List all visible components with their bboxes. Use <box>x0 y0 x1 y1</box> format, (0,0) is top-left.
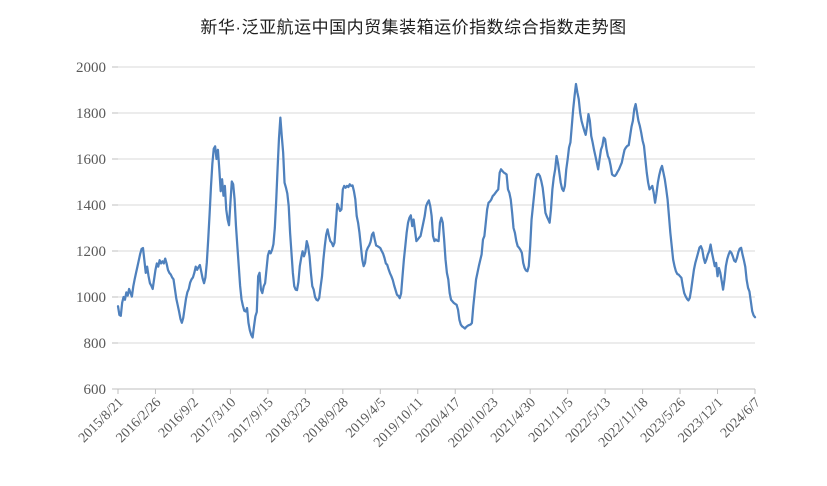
x-axis-label: 2024/6/7 <box>718 395 764 441</box>
y-axis-label: 800 <box>84 336 107 352</box>
y-axis-label: 1800 <box>76 106 106 122</box>
y-axis-labels: 600 800 1000 1200 1400 1600 1800 2000 <box>76 60 106 398</box>
y-axis-label: 1200 <box>76 244 106 260</box>
index-series-line <box>116 82 757 339</box>
chart-title: 新华·泛亚航运中国内贸集装箱运价指数综合指数走势图 <box>200 18 627 37</box>
x-axis: 2015/8/212016/2/262016/9/22017/3/102017/… <box>76 389 764 451</box>
y-axis-label: 2000 <box>76 60 106 76</box>
gridlines <box>112 66 755 390</box>
y-axis-label: 600 <box>84 382 107 398</box>
y-axis-label: 1600 <box>76 152 106 168</box>
y-axis-label: 1400 <box>76 198 106 214</box>
y-axis-label: 1000 <box>76 290 106 306</box>
